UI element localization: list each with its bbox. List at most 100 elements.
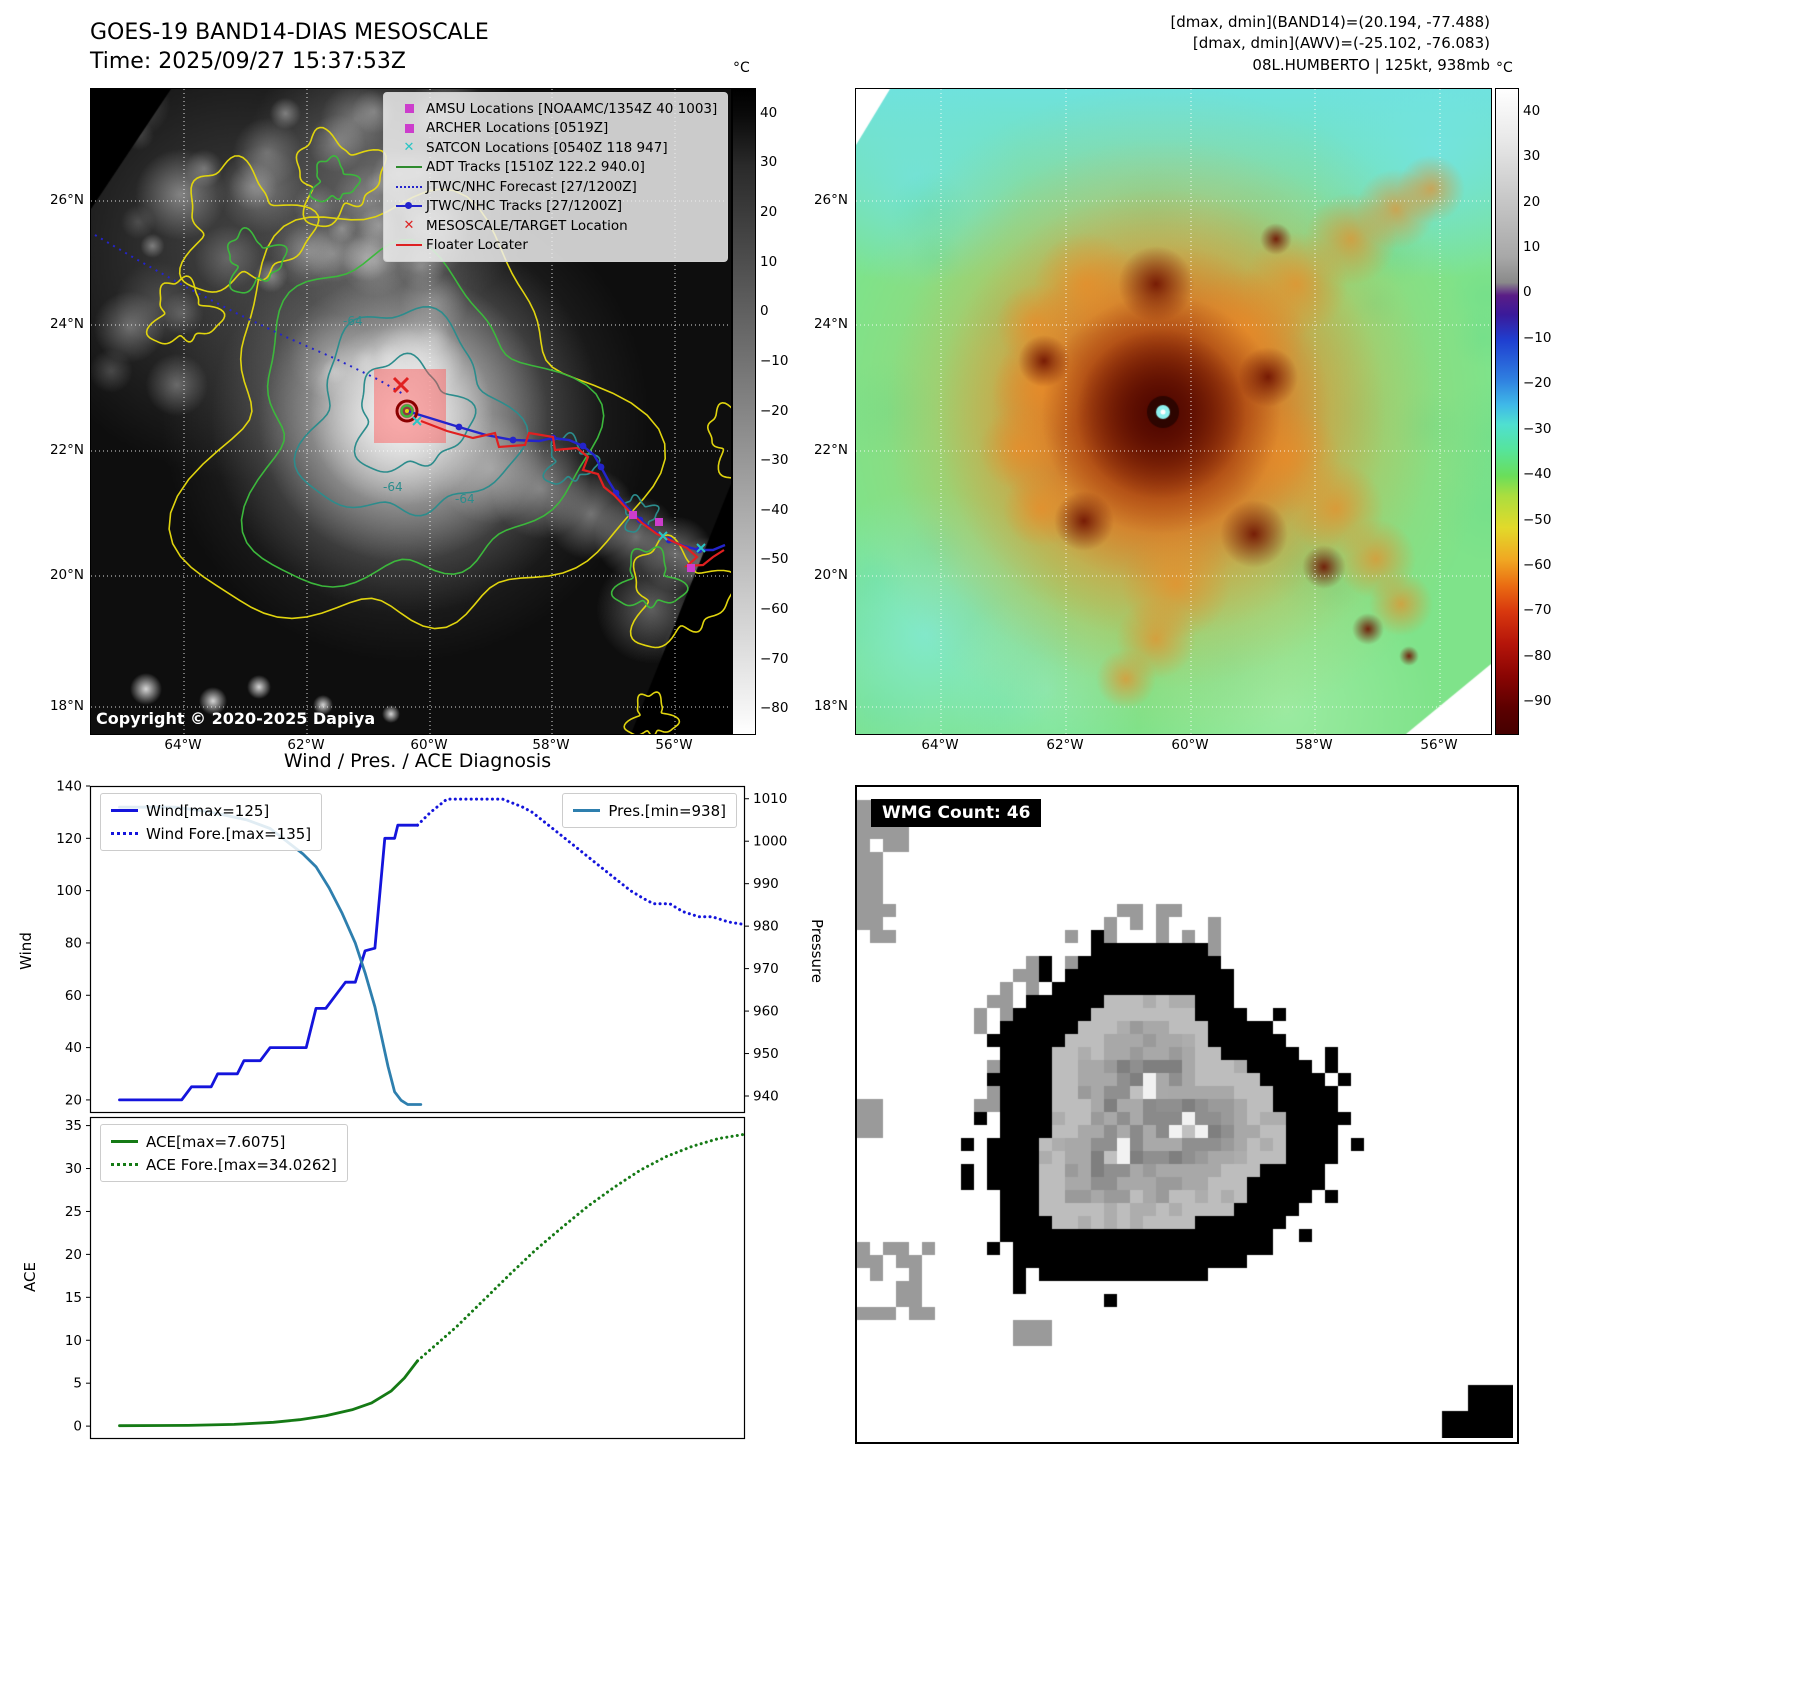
- colorbar-tick-label: −40: [760, 501, 789, 518]
- line-dot-marker-icon: [392, 202, 426, 210]
- colorbar-tick-label: 0: [760, 303, 769, 320]
- legend-item: ADT Tracks [1510Z 122.2 940.0]: [392, 158, 719, 178]
- svg-text:-64: -64: [343, 314, 363, 328]
- legend-item: Pres.[min=938]: [573, 799, 726, 822]
- svg-text:-64: -64: [383, 480, 403, 494]
- colorbar-tick-label: −40: [1523, 466, 1552, 483]
- line-marker-icon: [111, 809, 138, 812]
- legend-item-label: ADT Tracks [1510Z 122.2 940.0]: [426, 159, 645, 176]
- lat-tick-label: 24°N: [813, 316, 848, 332]
- band14-satellite-map: -64 -64 -64 AMSU Locations [NOAAMC/1354Z 4…: [90, 88, 732, 735]
- chart-series-line: [416, 797, 747, 927]
- wind-pressure-chart: 20 40 60 80 100 120 140 940 950 960 970 980 990 1000 1…: [56, 779, 787, 1114]
- legend-item: JTWC/NHC Forecast [27/1200Z]: [392, 177, 719, 197]
- y-tick-label: 15: [65, 1290, 82, 1306]
- lon-tick-label: 56°W: [1420, 737, 1458, 753]
- chart-series-line: [118, 805, 423, 1106]
- colorbar-tick-label: 10: [760, 253, 778, 270]
- colorbar-tick-label: 30: [760, 154, 778, 171]
- colorbar-tick-label: 20: [1523, 193, 1541, 210]
- band14-colorbar: [732, 88, 756, 735]
- lat-tick-label: 22°N: [813, 442, 848, 458]
- legend-item: ARCHER Locations [0519Z]: [392, 119, 719, 139]
- legend-item-label: SATCON Locations [0540Z 118 947]: [426, 139, 668, 156]
- colorbar-tick-label: 0: [1523, 284, 1532, 301]
- line-marker-icon: [573, 809, 601, 812]
- copyright-text: Copyright © 2020-2025 Dapiya: [96, 709, 376, 728]
- y2-tick-label: 990: [753, 876, 779, 892]
- chart-plot: 0 5 10 15 20 25 30 35: [65, 1116, 747, 1440]
- x-marker-icon: ✕: [403, 218, 415, 234]
- awv-colorbar-unit: °C: [1496, 60, 1513, 76]
- colorbar-tick-label: −10: [1523, 329, 1552, 346]
- header-right: [dmax, dmin](BAND14)=(20.194, -77.488) […: [990, 12, 1490, 76]
- square-marker-icon: [404, 123, 414, 133]
- colorbar-tick-label: −10: [760, 352, 789, 369]
- line-dot-marker-icon: [396, 202, 422, 210]
- lat-tick-label: 24°N: [49, 316, 84, 332]
- legend-item-label: Pres.[min=938]: [608, 801, 726, 820]
- y-tick-label: 0: [73, 1419, 82, 1435]
- line-marker-icon: [396, 166, 422, 169]
- colorbar-tick-label: 10: [1523, 238, 1541, 255]
- chart-legend: Wind[max=125] Wind Fore.[max=135]: [100, 793, 323, 851]
- band14-colorbar-unit: °C: [733, 60, 750, 76]
- chart-legend: Pres.[min=938]: [562, 793, 737, 828]
- colorbar-tick-label: −70: [1523, 602, 1552, 619]
- lat-tick-label: 18°N: [49, 698, 84, 714]
- dotted-marker-icon: [392, 185, 426, 188]
- colorbar-tick-label: −80: [760, 700, 789, 717]
- legend-item-label: Wind Fore.[max=135]: [146, 824, 312, 843]
- colorbar-tick-label: −60: [1523, 556, 1552, 573]
- ace-chart: 0 5 10 15 20 25 30 35 ACE[max=7.6075] ACE Fore.[m…: [65, 1116, 747, 1440]
- dotted-line-marker-icon: [111, 832, 138, 835]
- header-left: GOES-19 BAND14-DIAS MESOSCALE Time: 2025…: [90, 18, 489, 76]
- colorbar-tick-label: −80: [1523, 647, 1552, 664]
- pressure-axis-label: Pressure: [808, 918, 826, 984]
- y-tick-label: 20: [65, 1247, 82, 1263]
- colorbar-tick-label: −50: [760, 551, 789, 568]
- colorbar-tick-label: 40: [760, 104, 778, 121]
- map-legend: AMSU Locations [NOAAMC/1354Z 40 1003] ARC…: [383, 92, 728, 262]
- timestamp: Time: 2025/09/27 15:37:53Z: [90, 49, 406, 75]
- lon-tick-label: 58°W: [1295, 737, 1333, 753]
- lat-tick-label: 26°N: [49, 192, 84, 208]
- wmg-count-badge: WMG Count: 46: [871, 799, 1042, 827]
- square-marker-icon: [392, 123, 426, 133]
- colorbar-tick-label: 30: [1523, 148, 1541, 165]
- line-marker-icon: [392, 244, 426, 247]
- y-tick-label: 40: [65, 1040, 82, 1056]
- dmax-awv-text: [dmax, dmin](AWV)=(-25.102, -76.083): [1192, 34, 1490, 53]
- y-tick-label: 35: [65, 1118, 82, 1134]
- legend-item: Wind[max=125]: [111, 799, 311, 822]
- lon-tick-label: 58°W: [532, 737, 570, 753]
- colorbar-tick-label: −60: [760, 600, 789, 617]
- wind-axis-label: Wind: [17, 932, 35, 970]
- legend-item: JTWC/NHC Tracks [27/1200Z]: [392, 197, 719, 217]
- awv-colorbar: [1495, 88, 1519, 735]
- legend-item-label: JTWC/NHC Forecast [27/1200Z]: [426, 178, 637, 195]
- lon-tick-label: 60°W: [1171, 737, 1209, 753]
- x-marker-icon: ✕: [392, 141, 426, 154]
- y-tick-label: 30: [65, 1161, 82, 1177]
- legend-item: Wind Fore.[max=135]: [111, 822, 311, 845]
- chart-plot: 20 40 60 80 100 120 140 940 950 960 970 980 990 1000 1…: [56, 779, 787, 1114]
- legend-item: AMSU Locations [NOAAMC/1354Z 40 1003]: [392, 99, 719, 119]
- charts-title: Wind / Pres. / ACE Diagnosis: [283, 750, 552, 772]
- y2-tick-label: 980: [753, 919, 779, 935]
- y-tick-label: 5: [73, 1376, 82, 1392]
- lon-tick-label: 62°W: [287, 737, 325, 753]
- awv-satellite-canvas: [856, 89, 1491, 734]
- storm-info-text: 08L.HUMBERTO | 125kt, 938mb: [1252, 55, 1490, 74]
- legend-item: ACE[max=7.6075]: [111, 1130, 337, 1153]
- lon-tick-label: 64°W: [921, 737, 959, 753]
- colorbar-tick-label: −50: [1523, 511, 1552, 528]
- lon-tick-label: 60°W: [410, 737, 448, 753]
- line-marker-icon: [111, 1140, 138, 1143]
- dotted-line-marker-icon: [396, 185, 422, 188]
- lat-tick-label: 26°N: [813, 192, 848, 208]
- lat-tick-label: 18°N: [813, 698, 848, 714]
- line-marker-icon: [392, 166, 426, 169]
- y-tick-label: 10: [65, 1333, 82, 1349]
- colorbar-tick-label: −20: [1523, 375, 1552, 392]
